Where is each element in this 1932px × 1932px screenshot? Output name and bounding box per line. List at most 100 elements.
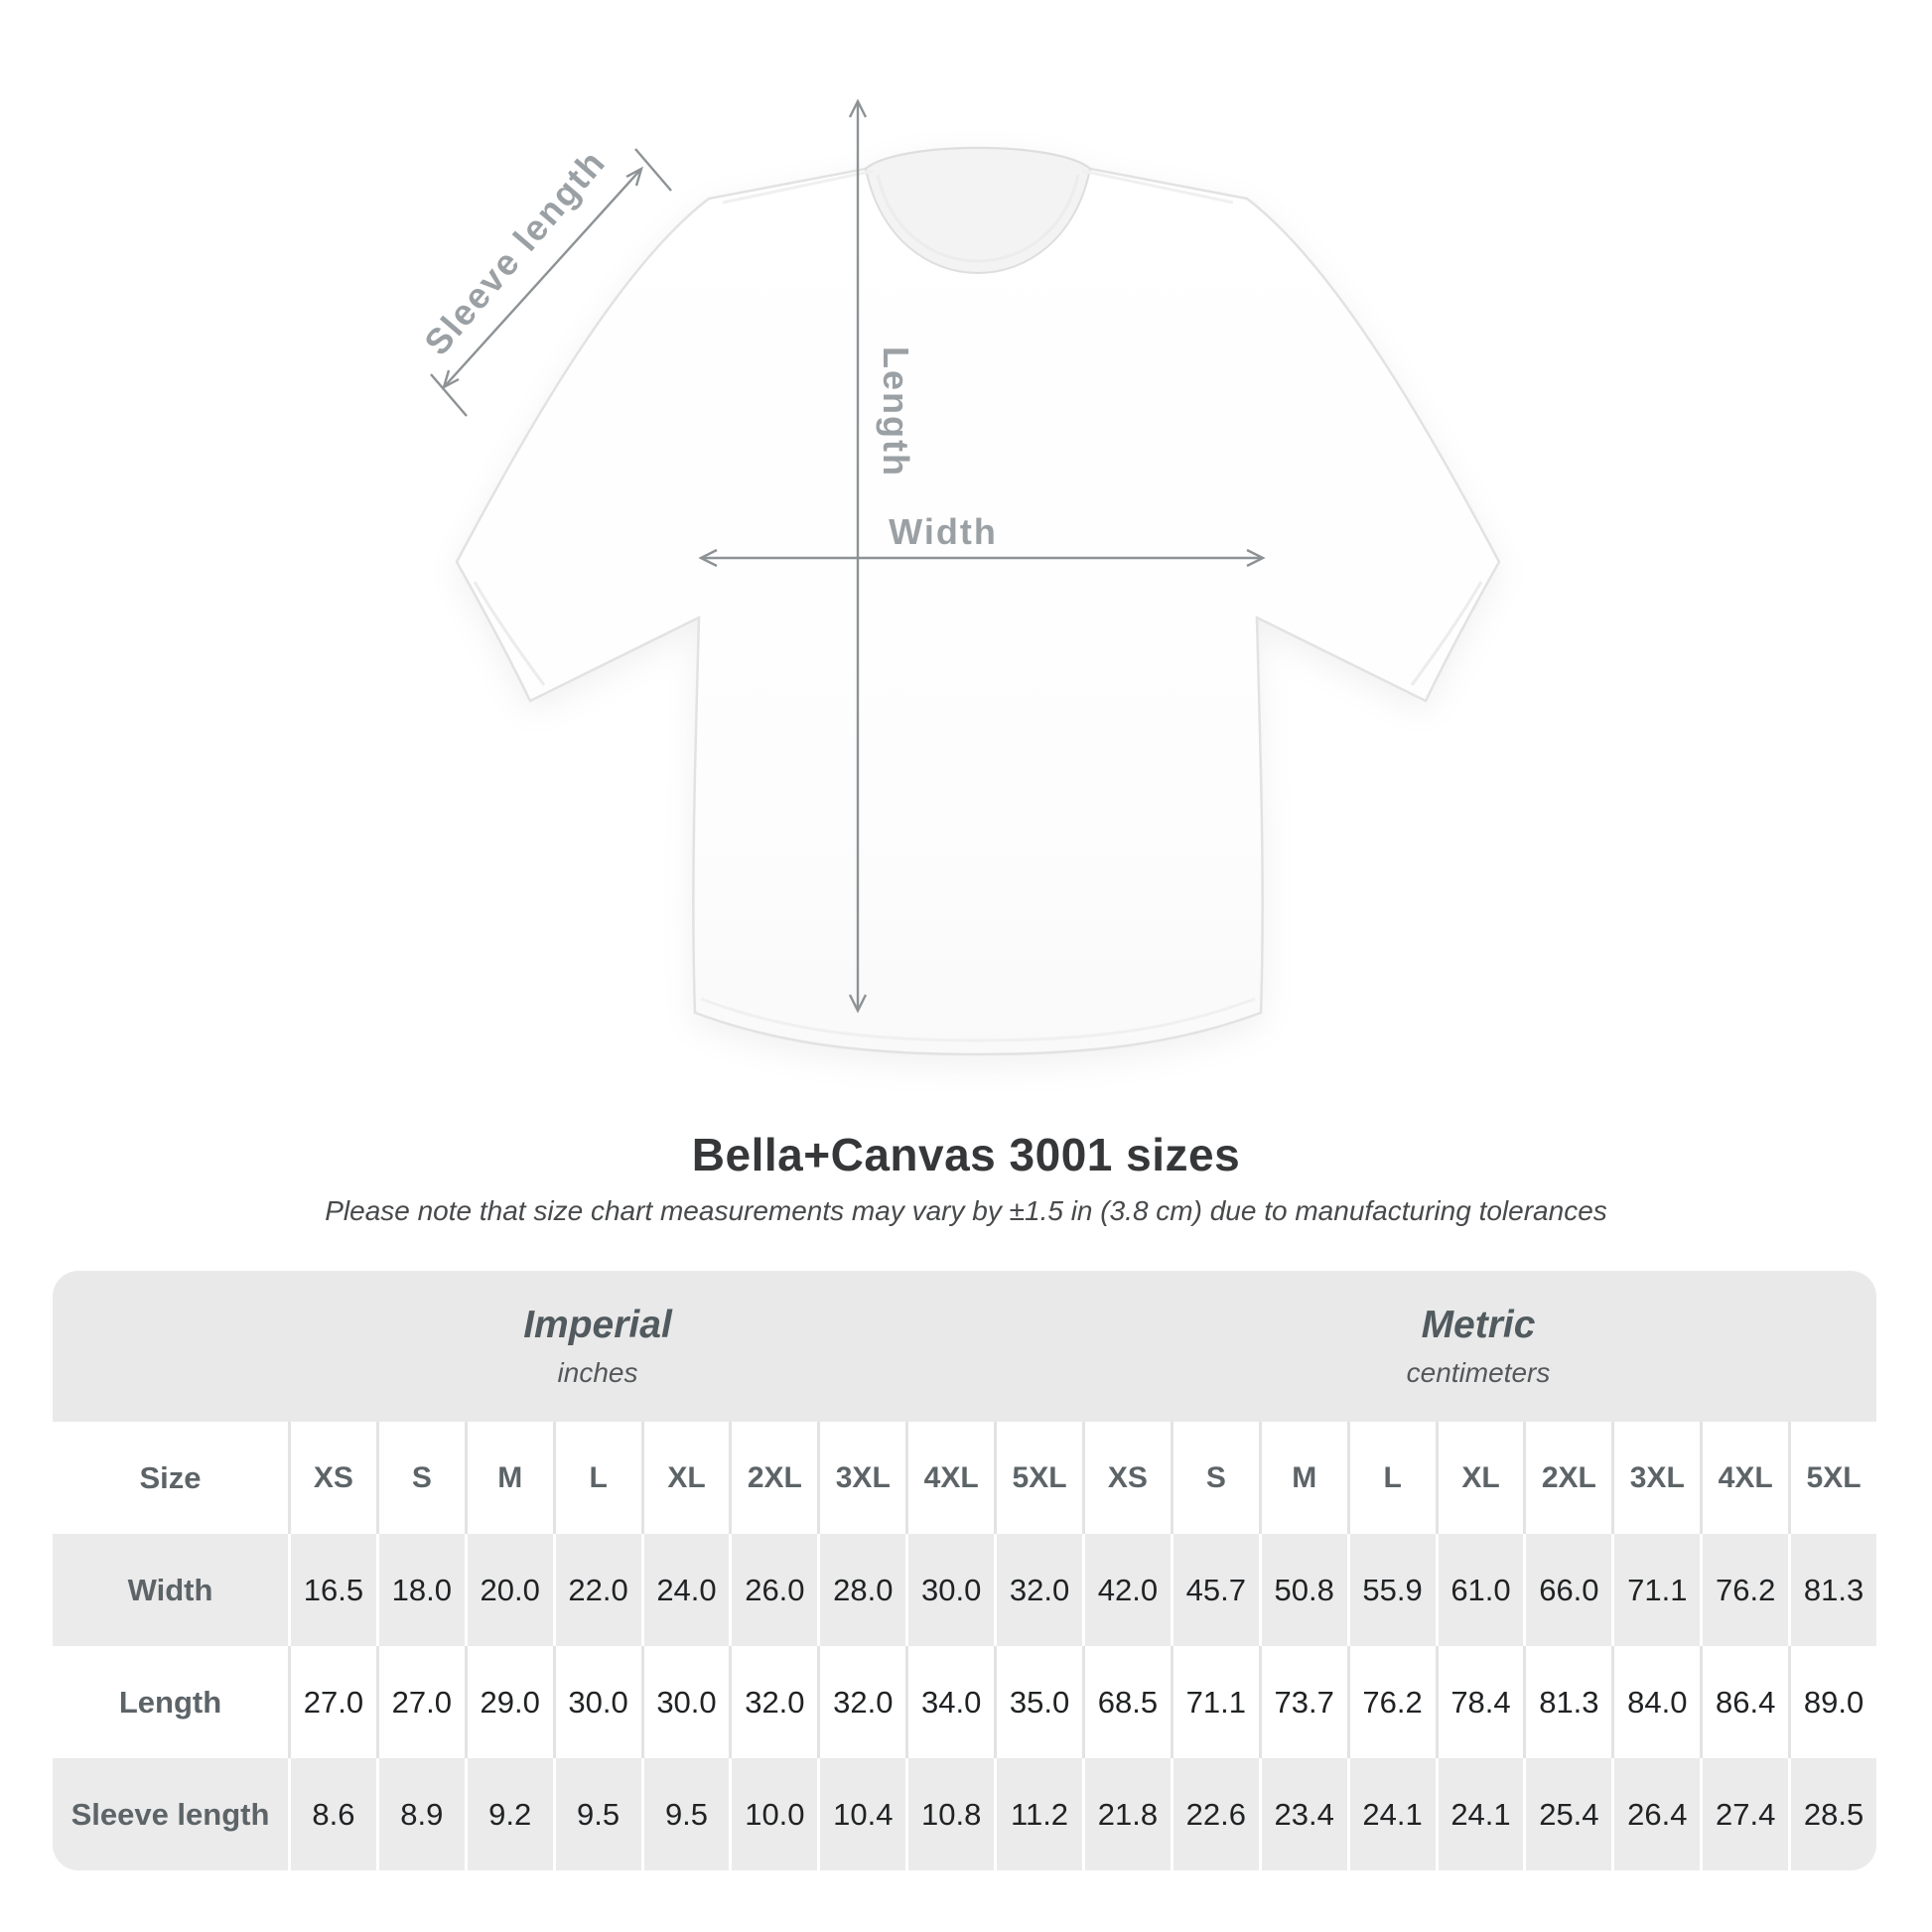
row-label: Width	[127, 1572, 213, 1607]
size-col-header: 4XL	[905, 1422, 994, 1534]
size-col-header: XL	[1435, 1422, 1524, 1534]
metric-value-cell: 71.1	[1170, 1646, 1259, 1758]
size-col-header: S	[375, 1422, 465, 1534]
imperial-value-cell: 32.0	[729, 1646, 817, 1758]
imperial-value-cell: 10.0	[729, 1758, 817, 1870]
metric-value-cell: 24.1	[1346, 1758, 1436, 1870]
imperial-value-cell: 26.0	[729, 1534, 817, 1646]
sleeve-length-arrow	[430, 148, 672, 417]
page-title: Bella+Canvas 3001 sizes	[691, 1129, 1241, 1180]
left-shoulder-seam	[722, 169, 875, 205]
imperial-value-cell: 35.0	[994, 1646, 1082, 1758]
length-label: Length	[876, 346, 916, 478]
metric-value-cell: 76.2	[1346, 1646, 1436, 1758]
tolerance-note: Please note that size chart measurements…	[325, 1195, 1607, 1226]
metric-value-cell: 61.0	[1435, 1534, 1524, 1646]
imperial-value-cell: 18.0	[375, 1534, 465, 1646]
imperial-value-cell: 29.0	[464, 1646, 553, 1758]
size-col-header: L	[552, 1422, 641, 1534]
metric-value-cell: 21.8	[1081, 1758, 1171, 1870]
imperial-value-cell: 10.8	[905, 1758, 994, 1870]
size-col-header: 5XL	[1788, 1422, 1876, 1534]
left-cuff-seam	[473, 581, 546, 686]
length-arrow	[848, 98, 868, 1014]
metric-value-cell: 73.7	[1258, 1646, 1347, 1758]
metric-value-cell: 24.1	[1435, 1758, 1524, 1870]
tshirt-illustration	[455, 146, 1501, 1056]
metric-value-cell: 66.0	[1523, 1534, 1611, 1646]
imperial-value-cell: 16.5	[288, 1534, 376, 1646]
measurement-row: Width 16.5 18.0 20.0 22.0 24.0 26.0 28.0 30.0 32.…	[53, 1534, 1876, 1646]
imperial-value-cell: 8.6	[288, 1758, 376, 1870]
size-col-header: XL	[640, 1422, 730, 1534]
metric-value-cell: 76.2	[1700, 1534, 1788, 1646]
collar-opening	[864, 147, 1092, 274]
tshirt-outline	[455, 146, 1501, 1056]
metric-value-cell: 89.0	[1788, 1646, 1876, 1758]
measurement-row: Length 27.0 27.0 29.0 30.0 30.0 32.0 32.0 34.0 35…	[53, 1646, 1876, 1758]
tshirt-diagram-svg: Sleeve length Length Width	[416, 98, 1501, 1056]
metric-value-cell: 81.3	[1788, 1534, 1876, 1646]
metric-value-cell: 45.7	[1170, 1534, 1259, 1646]
size-col-header: M	[1258, 1422, 1347, 1534]
row-label: Sleeve length	[70, 1796, 270, 1832]
size-header-row: Size XS S M L XL 2XL 3XL 4XL 5XL XS S M L XL 2XL 3XL 4XL 5…	[53, 1422, 1876, 1534]
imperial-title: Imperial	[523, 1304, 672, 1346]
metric-value-cell: 55.9	[1346, 1534, 1436, 1646]
metric-value-cell: 68.5	[1081, 1646, 1171, 1758]
imperial-value-cell: 11.2	[994, 1758, 1082, 1870]
imperial-value-cell: 34.0	[905, 1646, 994, 1758]
size-col-header: M	[464, 1422, 553, 1534]
measurement-rows: Width 16.5 18.0 20.0 22.0 24.0 26.0 28.0 30.0 32.…	[53, 1534, 1876, 1870]
metric-value-cell: 86.4	[1700, 1646, 1788, 1758]
size-corner-label: Size	[139, 1459, 202, 1495]
imperial-value-cell: 30.0	[905, 1534, 994, 1646]
metric-value-cell: 78.4	[1435, 1646, 1524, 1758]
imperial-value-cell: 9.2	[464, 1758, 553, 1870]
right-cuff-seam	[1410, 581, 1483, 686]
imperial-value-cell: 32.0	[817, 1646, 905, 1758]
size-col-header: 3XL	[817, 1422, 905, 1534]
size-col-header: 2XL	[1523, 1422, 1611, 1534]
imperial-value-cell: 30.0	[552, 1646, 641, 1758]
metric-value-cell: 27.4	[1700, 1758, 1788, 1870]
imperial-unit: inches	[557, 1357, 638, 1388]
imperial-value-cell: 27.0	[288, 1646, 376, 1758]
size-col-header: 2XL	[729, 1422, 817, 1534]
metric-value-cell: 81.3	[1523, 1646, 1611, 1758]
metric-value-cell: 22.6	[1170, 1758, 1259, 1870]
width-arrow	[698, 548, 1266, 568]
size-col-header: 5XL	[994, 1422, 1082, 1534]
imperial-value-cell: 32.0	[994, 1534, 1082, 1646]
metric-value-cell: 84.0	[1611, 1646, 1700, 1758]
hem-seam	[700, 997, 1256, 1042]
metric-value-cell: 50.8	[1258, 1534, 1347, 1646]
metric-value-cell: 42.0	[1081, 1534, 1171, 1646]
size-col-header: XS	[288, 1422, 376, 1534]
imperial-value-cell: 24.0	[640, 1534, 730, 1646]
metric-value-cell: 23.4	[1258, 1758, 1347, 1870]
metric-unit: centimeters	[1406, 1357, 1551, 1388]
row-label: Length	[118, 1684, 222, 1720]
imperial-value-cell: 28.0	[817, 1534, 905, 1646]
sleeve-length-label: Sleeve length	[416, 141, 614, 362]
size-col-header: 3XL	[1611, 1422, 1700, 1534]
metric-value-cell: 25.4	[1523, 1758, 1611, 1870]
size-table: Imperial inches Metric centimeters Size X…	[53, 1271, 1876, 1870]
imperial-value-cell: 27.0	[375, 1646, 465, 1758]
collar-ribbing-seam	[876, 174, 1080, 263]
imperial-value-cell: 10.4	[817, 1758, 905, 1870]
imperial-value-cell: 9.5	[640, 1758, 730, 1870]
imperial-value-cell: 9.5	[552, 1758, 641, 1870]
metric-value-cell: 28.5	[1788, 1758, 1876, 1870]
metric-value-cell: 71.1	[1611, 1534, 1700, 1646]
width-label: Width	[889, 511, 998, 552]
right-shoulder-seam	[1081, 169, 1234, 205]
imperial-header: Imperial inches	[523, 1271, 672, 1422]
imperial-value-cell: 20.0	[464, 1534, 553, 1646]
size-col-header: S	[1170, 1422, 1259, 1534]
metric-title: Metric	[1421, 1304, 1536, 1346]
metric-value-cell: 26.4	[1611, 1758, 1700, 1870]
imperial-value-cell: 8.9	[375, 1758, 465, 1870]
